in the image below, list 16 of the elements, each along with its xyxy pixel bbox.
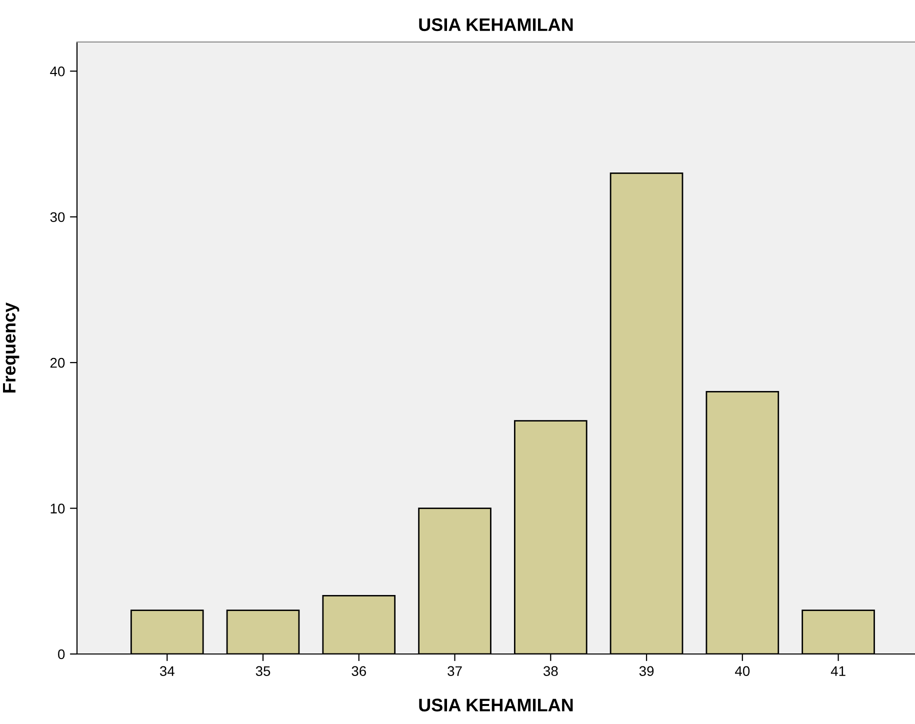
x-tick-label: 40 xyxy=(735,666,750,676)
x-tick-label: 36 xyxy=(352,666,366,676)
chart-title: USIA KEHAMILAN xyxy=(419,18,573,32)
y-tick-label: 10 xyxy=(50,504,65,514)
x-tick-label: 34 xyxy=(160,666,174,676)
y-tick-label: 0 xyxy=(58,649,65,660)
y-tick-label: 40 xyxy=(50,66,65,76)
x-tick-label: 37 xyxy=(448,666,462,676)
x-tick-label: 41 xyxy=(830,666,846,676)
x-tick-label: 38 xyxy=(543,666,558,676)
y-tick-label: 20 xyxy=(50,358,65,368)
x-axis-title: USIA KEHAMILAN xyxy=(419,698,573,712)
x-tick-label: 39 xyxy=(639,666,654,676)
y-tick-label: 30 xyxy=(50,212,65,222)
x-tick-label: 35 xyxy=(256,666,270,676)
y-axis-title: Frequency xyxy=(3,302,20,392)
